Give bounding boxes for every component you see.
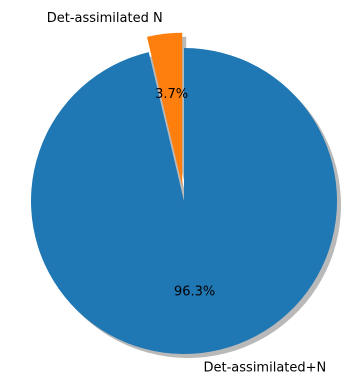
slice-label-det-assimilated-n: Det-assimilated+N <box>204 361 327 376</box>
pie-slice-det-assimilated-n <box>31 48 338 354</box>
slice-label-det-assimilated-n: Det-assimilated N <box>47 11 163 26</box>
pie-slice-layer <box>31 32 338 354</box>
pct-label-det-assimilated-n: 3.7% <box>155 87 188 102</box>
pie-label-layer: 96.3% Det-assimilated+N 3.7% Det-assimilate… <box>47 11 327 376</box>
pct-label-det-assimilated-n: 96.3% <box>174 285 215 300</box>
pie-slice-det-assimilated-n <box>146 32 183 186</box>
